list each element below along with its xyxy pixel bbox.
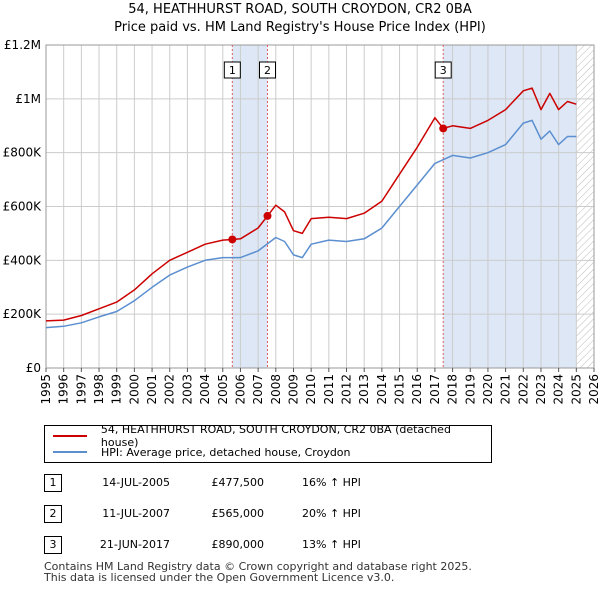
y-tick-label: £600K — [3, 200, 43, 214]
x-tick-label: 1996 — [57, 374, 71, 405]
x-tick-label: 2008 — [269, 374, 283, 405]
legend-swatch-property — [53, 435, 87, 437]
x-tick-label: 2014 — [375, 374, 389, 405]
sale-label-number: 1 — [229, 64, 236, 77]
footer-attribution: Contains HM Land Registry data © Crown c… — [44, 561, 472, 583]
x-tick-label: 2015 — [393, 374, 407, 405]
sale-number-badge: 2 — [44, 505, 62, 523]
x-tick-label: 2012 — [340, 374, 354, 405]
x-tick-label: 2018 — [446, 374, 460, 405]
legend-item-hpi: HPI: Average price, detached house, Croy… — [53, 445, 351, 459]
sale-point — [228, 235, 237, 244]
x-tick-label: 2021 — [499, 374, 513, 405]
sale-label-box — [258, 61, 276, 79]
sale-price: £477,500 — [211, 476, 265, 489]
x-tick-label: 2010 — [304, 374, 318, 405]
x-tick-label: 2001 — [145, 374, 159, 405]
y-tick-label: £0 — [26, 361, 41, 375]
sale-hpi-change: 13% ↑ HPI — [302, 538, 361, 551]
x-tick-label: 2022 — [516, 374, 530, 405]
x-tick-label: 2020 — [481, 374, 495, 405]
x-tick-label: 2002 — [163, 374, 177, 405]
x-tick-label: 2005 — [216, 374, 230, 405]
sale-number-badge: 3 — [44, 536, 62, 554]
sale-number-badge: 1 — [44, 474, 62, 492]
x-tick-label: 1998 — [92, 374, 106, 405]
legend-item-property: 54, HEATHHURST ROAD, SOUTH CROYDON, CR2 … — [53, 423, 491, 449]
sale-point — [263, 211, 272, 220]
sale-price: £565,000 — [211, 507, 265, 520]
y-tick-label: £1.2M — [4, 38, 41, 52]
x-tick-label: 2013 — [357, 374, 371, 405]
chart-subtitle: Price paid vs. HM Land Registry's House … — [114, 20, 486, 35]
table-row: 3 21-JUN-2017 £890,000 13% ↑ HPI — [44, 535, 584, 555]
sale-hpi-change: 20% ↑ HPI — [302, 507, 361, 520]
sale-label-number: 3 — [440, 64, 447, 77]
x-tick-label: 2004 — [198, 374, 212, 405]
sale-hpi-change: 16% ↑ HPI — [302, 476, 361, 489]
y-tick-label: £1M — [15, 92, 41, 106]
x-tick-label: 2019 — [463, 374, 477, 405]
y-tick-label: £400K — [3, 253, 43, 267]
sale-date: 14-JUL-2005 — [102, 476, 170, 489]
x-tick-label: 2011 — [322, 374, 336, 405]
x-tick-label: 2007 — [251, 374, 265, 405]
x-tick-label: 2006 — [233, 374, 247, 405]
x-tick-label: 2000 — [127, 374, 141, 405]
property-price-line — [45, 87, 577, 322]
legend-label-property: 54, HEATHHURST ROAD, SOUTH CROYDON, CR2 … — [100, 423, 451, 449]
sale-point — [439, 124, 448, 133]
sale-label-box — [434, 61, 452, 79]
hpi-line — [45, 119, 577, 329]
x-tick-label: 1995 — [39, 374, 53, 405]
legend-label-hpi: HPI: Average price, detached house, Croy… — [101, 445, 351, 459]
table-row: 1 14-JUL-2005 £477,500 16% ↑ HPI — [44, 473, 584, 493]
sale-date: 21-JUN-2017 — [99, 538, 170, 551]
chart-legend: 54, HEATHHURST ROAD, SOUTH CROYDON, CR2 … — [44, 423, 492, 463]
footer-line-copyright: Contains HM Land Registry data © Crown c… — [44, 560, 472, 573]
sale-price: £890,000 — [211, 538, 265, 551]
chart-title: 54, HEATHHURST ROAD, SOUTH CROYDON, CR2 … — [128, 2, 472, 17]
x-tick-label: 1999 — [110, 374, 124, 405]
x-tick-label: 2016 — [410, 374, 424, 405]
legend-swatch-hpi — [53, 451, 87, 453]
table-row: 2 11-JUL-2007 £565,000 20% ↑ HPI — [44, 504, 584, 524]
x-tick-label: 2025 — [569, 374, 583, 405]
x-tick-label: 1997 — [74, 374, 88, 405]
y-tick-label: £800K — [3, 146, 43, 160]
plot-frame — [45, 44, 595, 369]
sale-date: 11-JUL-2007 — [102, 507, 170, 520]
x-tick-label: 2017 — [428, 374, 442, 405]
y-tick-label: £200K — [3, 307, 43, 321]
x-tick-label: 2026 — [587, 374, 600, 405]
x-tick-label: 2009 — [286, 374, 300, 405]
x-tick-label: 2023 — [534, 374, 548, 405]
x-tick-label: 2003 — [180, 374, 194, 405]
x-tick-label: 2024 — [552, 374, 566, 405]
sale-label-number: 2 — [264, 64, 271, 77]
sale-label-box — [223, 61, 241, 79]
footer-line-licence: This data is licensed under the Open Gov… — [44, 571, 395, 584]
